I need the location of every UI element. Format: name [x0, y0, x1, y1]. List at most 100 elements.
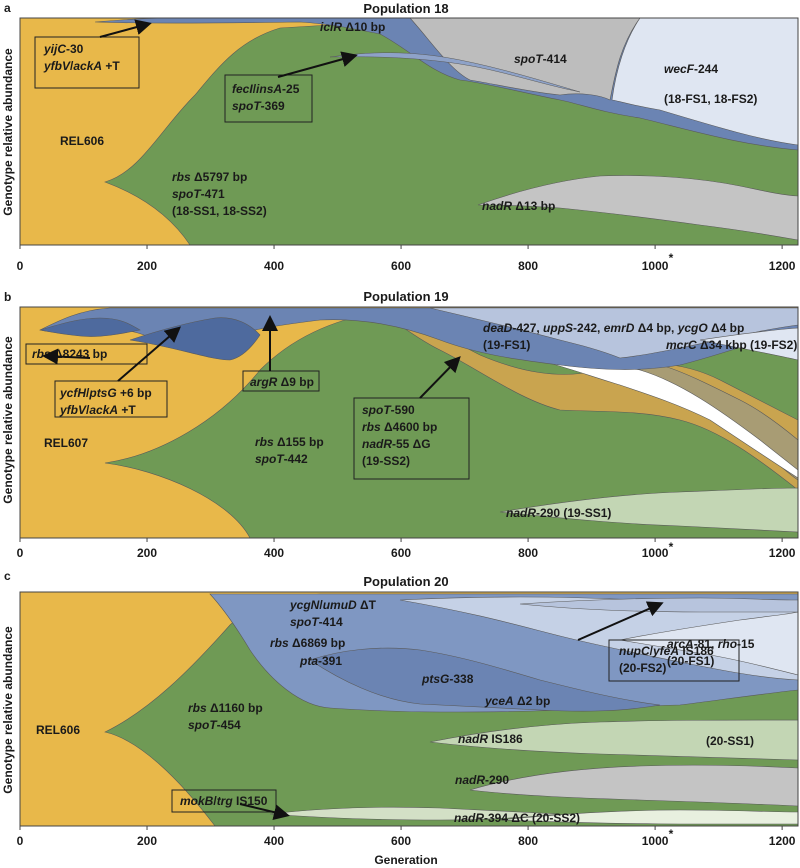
label-text: /: [253, 82, 257, 96]
gene-name: ackA: [73, 59, 102, 73]
plot-frame-c: [19, 591, 799, 827]
genotype-label: nupC/yfeA IS186: [619, 644, 714, 658]
pointer-arrow: [117, 326, 182, 382]
gene-name: uppS: [543, 321, 573, 335]
x-tick-label: 800: [518, 259, 538, 273]
annotation-box: [608, 639, 740, 682]
gene-name: spoT: [362, 403, 392, 417]
x-axis-title: Generation: [374, 853, 437, 867]
genotype-label: (20-FS1): [667, 654, 714, 668]
genotype-label: rbs Δ155 bp: [255, 435, 324, 449]
x-tick-label: 800: [518, 546, 538, 560]
gene-name: nadR: [506, 506, 536, 520]
gene-name: yfeA: [652, 644, 679, 658]
label-text: -414: [543, 52, 567, 66]
gene-name: rbs: [255, 435, 274, 449]
x-tick-label: 400: [264, 834, 284, 848]
gene-name: nadR: [458, 732, 488, 746]
gene-name: rbs: [188, 701, 207, 715]
genotype-label: rbs Δ6869 bp: [270, 636, 345, 650]
genotype-label: (19-SS2): [362, 454, 410, 468]
label-text: -15: [737, 637, 755, 651]
area-light-c: [399, 596, 799, 681]
label-text: /: [650, 644, 654, 658]
label-text: -338: [449, 672, 473, 686]
label-text: -30: [66, 42, 84, 56]
gene-name: spoT: [255, 452, 285, 466]
panel-a-title: Population 18: [363, 1, 448, 16]
annotation-box: [171, 789, 277, 813]
x-tick-label: 800: [518, 834, 538, 848]
gene-name: ycgO: [677, 321, 709, 335]
label-text: -55 ΔG: [392, 437, 431, 451]
gene-name: yijC: [43, 42, 66, 56]
label-text: Δ34 kbp (19-FS2): [697, 338, 798, 352]
area-mokb-c: [269, 806, 561, 821]
gene-name: insA: [256, 82, 282, 96]
genotype-label: (20-SS1): [706, 734, 754, 748]
genotype-label: deaD-427, uppS-242, emrD Δ4 bp, ycgO Δ4 …: [483, 321, 744, 335]
genotype-label: arcA-81, rho-15: [667, 637, 755, 651]
genotype-label: REL607: [44, 436, 88, 450]
gene-name: rbs: [270, 636, 289, 650]
genotype-label: ycfH/ptsG +6 bp: [59, 386, 152, 400]
genotype-label: nadR IS186: [458, 732, 523, 746]
label-text: (20-FS1): [667, 654, 714, 668]
label-text: -471: [201, 187, 225, 201]
label-text: Δ6869 bp: [289, 636, 346, 650]
genotype-label: mcrC Δ34 kbp (19-FS2): [666, 338, 797, 352]
label-text: /: [213, 794, 217, 808]
gene-name: spoT: [188, 718, 218, 732]
panel-letter-a: a: [4, 1, 11, 15]
panel-c-ylabel: Genotype relative abundance: [1, 626, 15, 794]
label-text: -25: [282, 82, 300, 96]
gene-name: yfbV: [59, 403, 87, 417]
area-mcrc-b: [699, 327, 799, 361]
annotation-box: [224, 74, 313, 123]
genotype-label: spoT-369: [232, 99, 285, 113]
genotype-label: nadR-394 ΔC (20-SS2): [454, 811, 580, 825]
label-text: Δ4 bp: [708, 321, 745, 335]
label-text: Δ9 bp: [277, 375, 314, 389]
gene-name: yfbV: [43, 59, 71, 73]
plot-frame-b: [19, 306, 799, 539]
label-text: Δ5797 bp: [191, 170, 248, 184]
genotype-label: mokB/trg IS150: [180, 794, 268, 808]
gene-name: fecI: [232, 82, 253, 96]
genotype-label: rbs Δ1160 bp: [188, 701, 263, 715]
gene-name: nadR: [455, 773, 485, 787]
label-text: (18-FS1, 18-FS2): [664, 92, 757, 106]
label-text: -427,: [512, 321, 543, 335]
genotype-label: spoT-442: [255, 452, 308, 466]
annotation-box: [34, 36, 140, 89]
gene-name: arcA: [667, 637, 694, 651]
genotype-label: spoT-471: [172, 187, 225, 201]
pointer-arrow: [42, 348, 91, 365]
x-tick-label: 600: [391, 259, 411, 273]
label-text: -290: [485, 773, 509, 787]
area-ycfh-b: [129, 317, 261, 361]
x-tick-label: 0: [17, 546, 24, 560]
gene-name: ptsG: [88, 386, 116, 400]
panel-c: c Population 20 Genotype relative abunda…: [1, 569, 799, 827]
gene-name: spoT: [290, 615, 320, 629]
genotype-label: (19-FS1): [483, 338, 530, 352]
area-tan-b: [379, 311, 799, 491]
annotation-box: [242, 370, 320, 392]
gene-name: nadR: [362, 437, 392, 451]
label-text: IS186: [679, 644, 714, 658]
label-text: REL607: [44, 436, 88, 450]
x-tick-label: 200: [137, 546, 157, 560]
gene-name: rho: [718, 637, 737, 651]
label-text: Δ4 bp,: [634, 321, 677, 335]
genotype-label: yceA Δ2 bp: [484, 694, 550, 708]
label-text: /: [319, 598, 323, 612]
label-text: +6 bp: [117, 386, 152, 400]
label-text: -81,: [694, 637, 718, 651]
label-text: Δ13 bp: [512, 199, 555, 213]
genotype-label: spoT-454: [188, 718, 241, 732]
annotation-box: [353, 397, 470, 480]
label-text: (19-FS1): [483, 338, 530, 352]
label-text: IS186: [488, 732, 523, 746]
